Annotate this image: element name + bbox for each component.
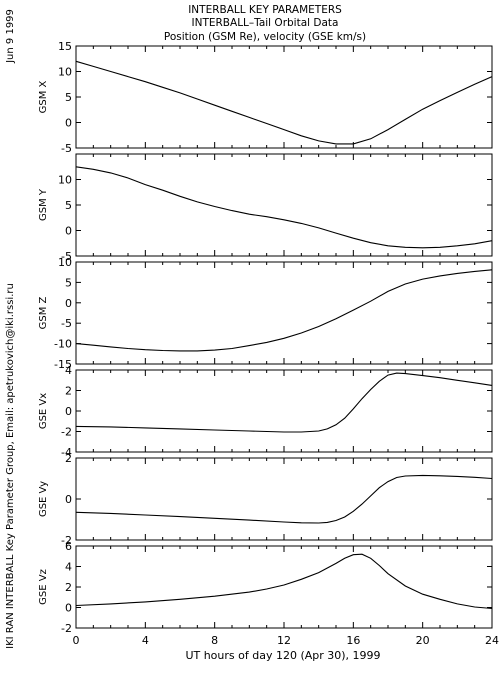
panel-5-ytick-label: -2 — [61, 534, 72, 547]
panel-2-ytick-label: 5 — [65, 199, 72, 212]
side-credit: IKI RAN INTERBALL Key Parameter Group, E… — [5, 283, 16, 649]
panel-4-ytick-label: 0 — [65, 405, 72, 418]
panel-6-ytick-label: 0 — [65, 602, 72, 615]
panel-6-ytick-label: 6 — [65, 540, 72, 553]
panel-3-ytick-label: 5 — [65, 276, 72, 289]
chart-subtitle: INTERBALL–Tail Orbital Data — [192, 17, 339, 29]
xtick-label: 20 — [416, 634, 430, 647]
panel-3-ylabel: GSM Z — [38, 296, 49, 329]
panel-2-series-line — [75, 166, 493, 249]
panel-4-ytick-label: 2 — [65, 385, 72, 398]
panel-1-frame — [75, 45, 493, 149]
panel-3-ytick-label: 10 — [58, 256, 72, 269]
panel-1-series-line — [75, 60, 493, 145]
chart-description: Position (GSM Re), velocity (GSE km/s) — [164, 31, 366, 43]
panel-5-ylabel: GSE Vy — [38, 481, 49, 517]
panel-1-ytick-label: 15 — [58, 40, 72, 53]
panel-2-ylabel: GSM Y — [38, 188, 49, 221]
xtick-label: 4 — [142, 634, 149, 647]
panel-6-ytick-label: -2 — [61, 622, 72, 635]
panel-3-ytick-label: -15 — [54, 358, 72, 371]
xtick-label: 16 — [346, 634, 360, 647]
panel-6-series-line — [75, 553, 493, 610]
panel-1-ytick-label: 10 — [58, 66, 72, 79]
xtick-label: 0 — [73, 634, 80, 647]
panels-group: -5 0 5 10 15 GSM X -5 0 5 10 GSM Y -15 -10 -5 0 5 10 GSM … — [38, 40, 499, 647]
panel-2-ytick-label: 10 — [58, 174, 72, 187]
x-axis-label: UT hours of day 120 (Apr 30), 1999 — [185, 649, 380, 662]
panel-6-ytick-label: 4 — [65, 561, 72, 574]
panel-5-frame — [75, 457, 493, 541]
panel-4-ytick-label: -2 — [61, 426, 72, 439]
xtick-label: 24 — [485, 634, 499, 647]
panel-1-ytick-label: 5 — [65, 91, 72, 104]
panel-2-frame — [75, 153, 493, 257]
panel-6-ylabel: GSE Vz — [38, 569, 49, 605]
panel-4-ytick-label: 4 — [65, 364, 72, 377]
panel-3-series-line — [75, 269, 493, 352]
chart-title: INTERBALL KEY PARAMETERS — [188, 4, 342, 16]
panel-2-ytick-label: 0 — [65, 225, 72, 238]
panel-3-ytick-label: -5 — [61, 317, 72, 330]
panel-2-ytick-label: -5 — [61, 250, 72, 263]
panel-6-ytick-label: 2 — [65, 581, 72, 594]
panel-4-frame — [75, 369, 493, 453]
panel-3-ytick-label: -10 — [54, 338, 72, 351]
panel-5-ytick-label: 2 — [65, 452, 72, 465]
panel-5-series-line — [75, 474, 493, 524]
panel-4-ylabel: GSE Vx — [38, 393, 49, 429]
panel-6-frame — [75, 545, 493, 629]
panel-4-ytick-label: -4 — [61, 446, 72, 459]
panel-1-ytick-label: 0 — [65, 117, 72, 130]
xtick-label: 8 — [211, 634, 218, 647]
panel-1-ytick-label: -5 — [61, 142, 72, 155]
panel-1-ylabel: GSM X — [38, 80, 49, 113]
panel-3-ytick-label: 0 — [65, 297, 72, 310]
panel-4-series-line — [75, 372, 493, 433]
panel-5-ytick-label: 0 — [65, 493, 72, 506]
xtick-label: 12 — [277, 634, 291, 647]
date-stamp: Jun 9 1999 — [5, 9, 16, 64]
